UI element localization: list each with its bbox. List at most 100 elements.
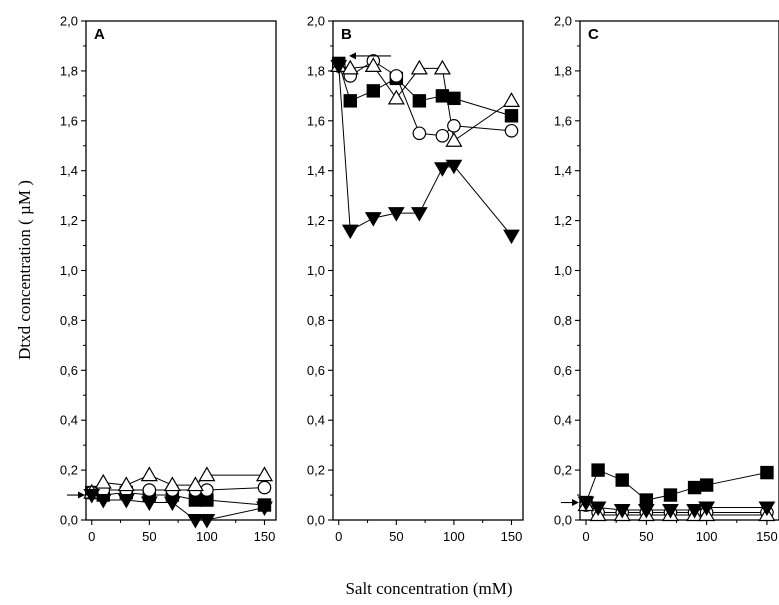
y-tick-label: 1,6 [60, 113, 78, 128]
data-point-filled-triangle-down [698, 501, 716, 517]
data-point-filled-square [366, 84, 381, 98]
y-tick-label: 0,2 [307, 463, 325, 478]
y-tick-label: 1,0 [60, 263, 78, 278]
data-point-filled-triangle-down [637, 504, 655, 519]
y-tick-label: 1,0 [307, 263, 325, 278]
data-point-open-triangle-up [341, 59, 359, 75]
y-tick-label: 0,6 [307, 363, 325, 378]
x-tick-label: 150 [501, 529, 523, 544]
x-tick-label: 100 [696, 529, 718, 544]
data-point-filled-triangle-down [330, 59, 348, 75]
data-point-filled-triangle-down [758, 501, 776, 517]
data-point-filled-square [447, 91, 461, 106]
x-tick-label: 50 [639, 529, 653, 544]
data-point-filled-square [760, 465, 774, 480]
data-point-filled-triangle-down [434, 162, 451, 177]
data-point-filled-triangle-down [503, 229, 520, 245]
y-tick-label: 0,0 [554, 513, 572, 528]
panel-label: B [341, 26, 352, 43]
data-point-open-triangle-up [410, 59, 428, 75]
data-point-open-triangle-up [445, 132, 463, 147]
panel-label: C [588, 26, 599, 43]
chart-panel-b: 0,0 0,2 0,4 0,6 0,8 1,0 1,2 1,4 1,6 1,8 2,0 0 50 100 1… [307, 14, 524, 544]
y-tick-label: 1,4 [554, 163, 572, 178]
data-point-open-circle [504, 123, 519, 138]
data-point-open-triangle-up [364, 57, 382, 73]
data-point-open-triangle-up [94, 473, 112, 489]
data-point-open-circle [435, 128, 450, 143]
y-tick-label: 1,2 [307, 213, 325, 228]
x-tick-label: 150 [254, 529, 276, 544]
y-tick-label: 0,4 [307, 413, 325, 428]
data-point-open-triangle-up [140, 466, 158, 482]
y-tick-label: 2,0 [60, 14, 78, 29]
x-tick-label: 0 [88, 529, 95, 544]
y-tick-label: 0,0 [60, 513, 78, 528]
y-tick-label: 1,2 [554, 213, 572, 228]
data-point-filled-triangle-down [256, 501, 273, 517]
chart-panel-c: 0,0 0,2 0,4 0,6 0,8 1,0 1,2 1,4 1,6 1,8 2,0 0 50 100 1… [554, 14, 779, 544]
y-tick-label: 1,8 [307, 63, 325, 78]
data-point-filled-triangle-down [140, 496, 158, 512]
y-axis-title: Dtxd concentration ( µM ) [15, 180, 34, 360]
data-point-open-circle [389, 69, 404, 83]
data-point-filled-triangle-down [410, 207, 428, 222]
x-axis-title: Salt concentration (mM) [345, 579, 512, 598]
data-point-open-triangle-up [186, 476, 204, 492]
plot-frame [85, 20, 277, 521]
data-point-open-circle [412, 126, 427, 141]
data-point-filled-triangle-down [94, 494, 112, 509]
data-point-filled-triangle-down [613, 504, 631, 519]
x-tick-label: 100 [196, 529, 218, 544]
y-tick-label: 1,8 [554, 63, 572, 78]
y-tick-label: 0,8 [60, 313, 78, 328]
panel-label: A [94, 26, 105, 43]
data-point-open-triangle-up [433, 59, 451, 75]
data-point-filled-triangle-down [117, 494, 135, 509]
y-tick-label: 0,8 [554, 313, 572, 328]
y-tick-label: 0,0 [307, 513, 325, 528]
x-tick-label: 100 [443, 529, 465, 544]
x-tick-label: 0 [582, 529, 589, 544]
x-tick-label: 150 [756, 529, 778, 544]
annotation-arrow-head [78, 491, 85, 499]
data-point-filled-triangle-down [445, 159, 463, 175]
data-point-filled-triangle-down [83, 489, 101, 504]
chart-panel-a: 0,0 0,2 0,4 0,6 0,8 1,0 1,2 1,4 1,6 1,8 2,0 0 50 100 1… [60, 14, 277, 544]
y-tick-label: 1,8 [60, 63, 78, 78]
y-tick-label: 1,4 [307, 163, 325, 178]
data-point-open-circle [447, 118, 461, 133]
y-tick-label: 1,6 [307, 113, 325, 128]
y-tick-label: 0,8 [307, 313, 325, 328]
y-tick-label: 0,6 [554, 363, 572, 378]
data-point-filled-square [615, 473, 629, 487]
x-tick-label: 0 [335, 529, 342, 544]
data-point-filled-square [591, 463, 605, 477]
data-point-filled-square [435, 89, 450, 103]
annotation-arrow-head [349, 52, 356, 60]
data-point-filled-triangle-down [577, 496, 595, 512]
data-point-filled-square [504, 109, 519, 123]
y-tick-label: 1,0 [554, 263, 572, 278]
plot-frame [579, 20, 779, 521]
data-point-filled-triangle-down [364, 212, 382, 227]
data-point-filled-triangle-down [662, 504, 679, 519]
y-tick-label: 0,6 [60, 363, 78, 378]
y-tick-label: 2,0 [554, 14, 572, 29]
data-point-open-triangle-up [198, 466, 216, 482]
y-tick-label: 1,4 [60, 163, 78, 178]
x-tick-label: 50 [389, 529, 403, 544]
data-point-filled-square [663, 488, 678, 502]
data-point-filled-triangle-down [163, 496, 181, 512]
data-point-filled-square [412, 94, 427, 108]
data-point-filled-triangle-down [187, 514, 204, 529]
y-tick-label: 0,4 [60, 413, 78, 428]
data-point-filled-square [687, 480, 702, 495]
data-point-open-triangle-up [387, 89, 405, 105]
data-point-filled-triangle-down [589, 501, 607, 517]
panels: 0,0 0,2 0,4 0,6 0,8 1,0 1,2 1,4 1,6 1,8 2,0 0 50 100 1… [60, 14, 779, 544]
data-point-filled-triangle-down [387, 207, 405, 222]
data-point-filled-triangle-down [198, 514, 216, 529]
data-point-open-circle [257, 480, 272, 495]
